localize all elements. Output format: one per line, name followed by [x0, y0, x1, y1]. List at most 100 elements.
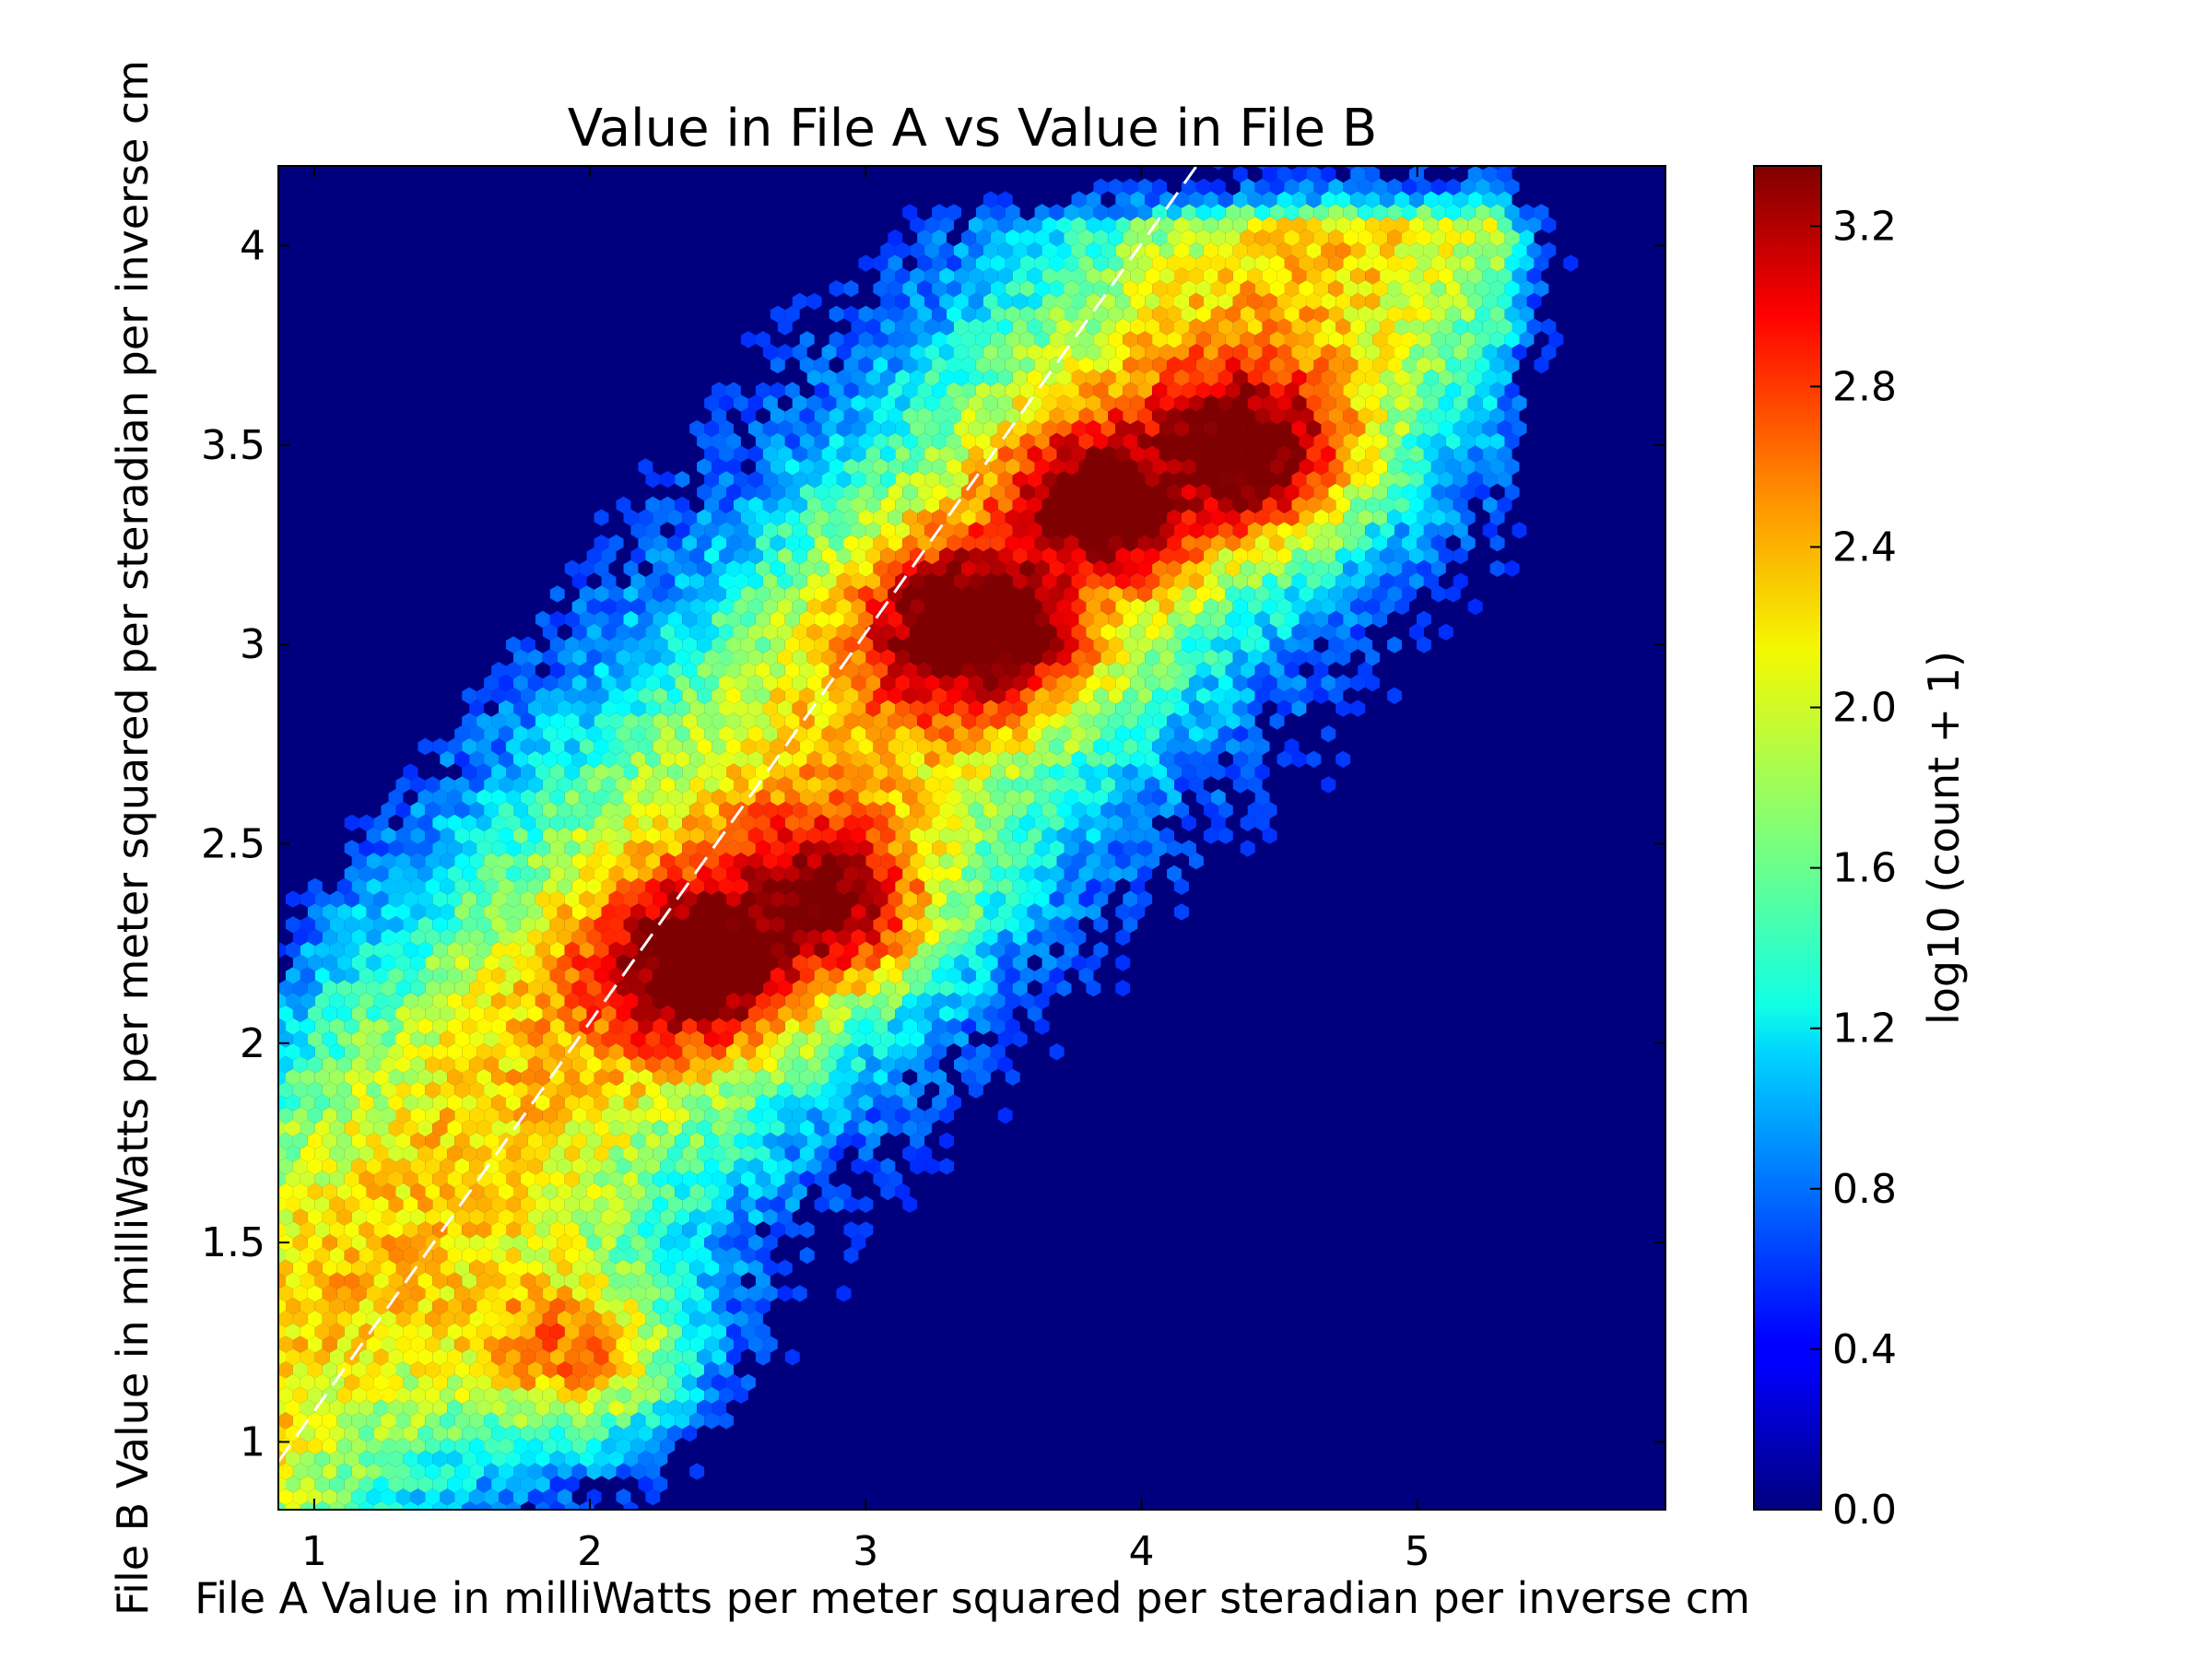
- hexbin-cell: [865, 877, 881, 895]
- hexbin-cell: [513, 1285, 528, 1302]
- hexbin-cell: [469, 1055, 485, 1074]
- hexbin-cell: [689, 1386, 705, 1404]
- hexbin-cell: [300, 1119, 315, 1137]
- hexbin-cell: [344, 1043, 359, 1061]
- hexbin-cell: [286, 1171, 300, 1188]
- hexbin-cell: [675, 1208, 690, 1226]
- hexbin-cell: [535, 1195, 550, 1213]
- hexbin-cell: [697, 941, 712, 959]
- hexbin-cell: [667, 1272, 683, 1289]
- hexbin-cell: [1078, 789, 1094, 806]
- hexbin-cell: [322, 1335, 337, 1353]
- hexbin-cell: [1130, 877, 1146, 895]
- hexbin-cell: [388, 1246, 404, 1265]
- hexbin-cell: [608, 967, 624, 984]
- hexbin-cell: [440, 776, 455, 794]
- hexbin-cell: [653, 1221, 668, 1239]
- hexbin-cell: [623, 1145, 639, 1162]
- hexbin-cell: [792, 1182, 807, 1201]
- hexbin-cell: [549, 1298, 565, 1315]
- hexbin-cell: [506, 1425, 521, 1442]
- hexbin-cell: [564, 1246, 580, 1265]
- hexbin-cell: [660, 1412, 676, 1430]
- hexbin-cell: [491, 890, 506, 908]
- hexbin-cell: [359, 1425, 374, 1442]
- hexbin-cell: [660, 877, 676, 895]
- hexbin-cell: [513, 1259, 528, 1277]
- hexbin-cell: [719, 928, 734, 947]
- hexbin-cell: [1247, 801, 1263, 819]
- hexbin-cell: [932, 916, 947, 934]
- hexbin-cell: [307, 1310, 323, 1328]
- hexbin-cell: [278, 1107, 293, 1124]
- hexbin-cell: [395, 853, 411, 870]
- hexbin-cell: [314, 1476, 330, 1493]
- hexbin-cell: [440, 1259, 455, 1277]
- hexbin-cell: [653, 1272, 668, 1289]
- hexbin-cell: [506, 1348, 521, 1366]
- hexbin-cell: [571, 1208, 587, 1226]
- hexbin-cell: [902, 967, 918, 984]
- hexbin-cell: [616, 750, 631, 768]
- hexbin-cell: [381, 801, 396, 819]
- hexbin-cell: [616, 903, 631, 921]
- hexbin-cell: [712, 1373, 726, 1392]
- hexbin-cell: [586, 1437, 602, 1455]
- hexbin-cell: [1078, 814, 1094, 831]
- hexbin-cell: [806, 853, 822, 870]
- hexbin-cell: [762, 1285, 778, 1302]
- hexbin-cell: [814, 916, 830, 934]
- hexbin-cell: [564, 1425, 580, 1442]
- hexbin-cell: [726, 814, 741, 831]
- hexbin-cell: [469, 954, 485, 971]
- hexbin-cell: [873, 916, 888, 934]
- hexbin-cell: [557, 1335, 572, 1353]
- hexbin-cell: [806, 827, 822, 844]
- hexbin-cell: [351, 928, 367, 947]
- hexbin-cell: [638, 1018, 653, 1035]
- hexbin-cell: [549, 1450, 565, 1467]
- hexbin-cell: [542, 1437, 558, 1455]
- hexbin-cell: [571, 1335, 587, 1353]
- hexbin-cell: [675, 877, 690, 895]
- hexbin-cell: [336, 1463, 352, 1480]
- hexbin-cell: [638, 865, 653, 883]
- hexbin-cell: [447, 1500, 463, 1510]
- hexbin-cell: [623, 916, 639, 934]
- hexbin-cell: [381, 1285, 396, 1302]
- hexbin-cell: [630, 1259, 646, 1277]
- hexbin-cell: [440, 750, 455, 768]
- hexbin-cell: [667, 1425, 683, 1442]
- hexbin-cell: [601, 1437, 617, 1455]
- hexbin-cell: [653, 992, 668, 1010]
- hexbin-cell: [336, 1158, 352, 1175]
- hexbin-cell: [638, 1094, 653, 1112]
- hexbin-cell: [594, 1425, 609, 1442]
- hexbin-cell: [571, 903, 587, 921]
- hexbin-cell: [623, 865, 639, 883]
- hexbin-cell: [381, 980, 396, 997]
- hexbin-cell: [851, 776, 866, 794]
- hexbin-cell: [601, 1055, 617, 1074]
- hexbin-cell: [1225, 763, 1241, 781]
- hexbin-cell: [747, 1081, 763, 1099]
- hexbin-cell: [653, 1246, 668, 1265]
- hexbin-cell: [314, 1018, 330, 1035]
- hexbin-cell: [1123, 814, 1138, 831]
- hexbin-cell: [806, 980, 822, 997]
- hexbin-cell: [410, 1107, 426, 1124]
- hexbin-cell: [719, 954, 734, 971]
- hexbin-cell: [278, 1272, 286, 1289]
- hexbin-cell: [440, 1335, 455, 1353]
- hexbin-cell: [329, 1323, 345, 1340]
- hexbin-cell: [689, 1005, 705, 1022]
- hexbin-cell: [608, 1425, 624, 1442]
- hexbin-cell: [499, 1437, 513, 1455]
- hexbin-cell: [292, 1361, 308, 1379]
- hexbin-cell: [425, 1386, 441, 1404]
- hexbin-cell: [300, 1348, 315, 1366]
- hexbin-cell: [1027, 776, 1042, 794]
- hexbin-cell: [682, 1119, 698, 1137]
- hexbin-cell: [806, 1005, 822, 1022]
- hexbin-cell: [917, 890, 933, 908]
